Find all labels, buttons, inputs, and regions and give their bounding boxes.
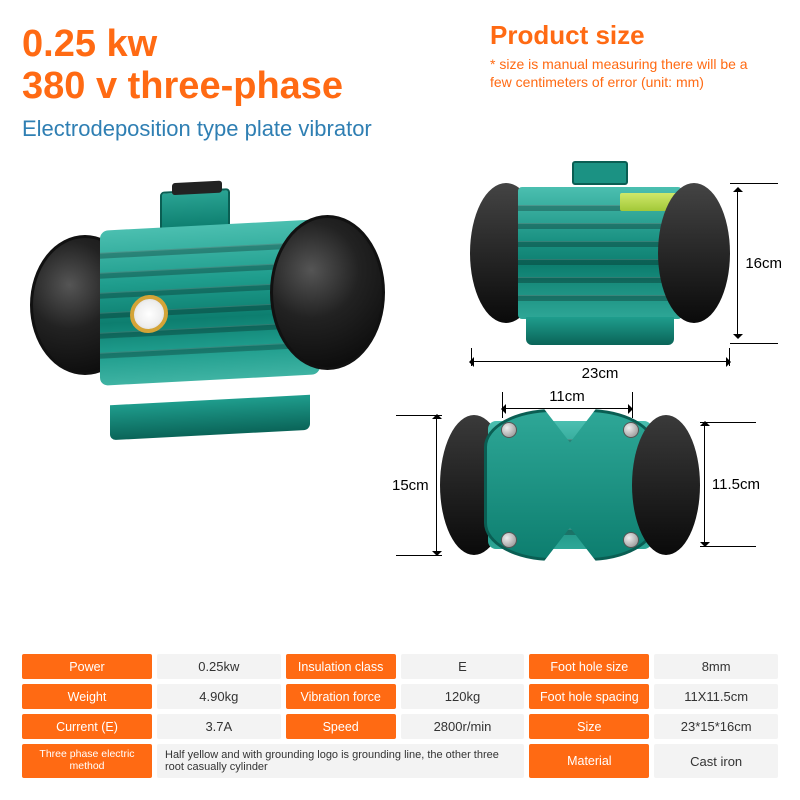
dimension-height: 16cm	[734, 183, 782, 343]
spec-header: Vibration force	[286, 684, 396, 709]
motor-base	[526, 317, 674, 345]
spec-header: Insulation class	[286, 654, 396, 679]
size-title: Product size	[490, 20, 770, 51]
dimension-width: 23cm	[470, 358, 730, 382]
spec-value: 11X11.5cm	[654, 684, 778, 709]
spec-header: Three phase electric method	[22, 744, 152, 778]
motor-base	[110, 395, 310, 440]
motor-illustration-side	[470, 175, 730, 350]
voltage-spec: 380 v three-phase	[22, 66, 372, 108]
spec-header: Power	[22, 654, 152, 679]
spec-header: Material	[529, 744, 649, 778]
spec-value: 23*15*16cm	[654, 714, 778, 739]
spec-value: 4.90kg	[157, 684, 281, 709]
spec-header: Current (E)	[22, 714, 152, 739]
spec-value: 0.25kw	[157, 654, 281, 679]
dimension-label: 16cm	[745, 255, 782, 272]
spec-value: 3.7A	[157, 714, 281, 739]
motor-endcap	[658, 183, 730, 323]
spec-header: Speed	[286, 714, 396, 739]
dimension-top-length: 15cm	[392, 415, 440, 555]
size-note: * size is manual measuring there will be…	[490, 55, 770, 91]
junction-box	[572, 161, 628, 185]
motor-illustration-top	[440, 405, 700, 565]
dimension-mount-width: 11cm	[502, 388, 632, 412]
dimension-top-depth: 11.5cm	[701, 422, 760, 546]
specs-table: Power 0.25kw Insulation class E Foot hol…	[22, 654, 778, 778]
spec-value: Half yellow and with grounding logo is g…	[157, 744, 524, 778]
spec-header: Size	[529, 714, 649, 739]
dimension-label: 15cm	[392, 477, 429, 494]
motor-endcap	[632, 415, 700, 555]
spec-value: 2800r/min	[401, 714, 525, 739]
bolt-icon	[623, 532, 639, 548]
dimension-label: 23cm	[582, 365, 619, 382]
spec-value: E	[401, 654, 525, 679]
bolt-icon	[501, 532, 517, 548]
spec-header: Weight	[22, 684, 152, 709]
power-spec: 0.25 kw	[22, 24, 372, 66]
product-subtitle: Electrodeposition type plate vibrator	[22, 116, 372, 142]
spec-value: Cast iron	[654, 744, 778, 778]
spec-header: Foot hole size	[529, 654, 649, 679]
spec-value: 8mm	[654, 654, 778, 679]
motor-endcap	[270, 215, 385, 370]
dimension-label: 11.5cm	[712, 476, 760, 493]
header-left: 0.25 kw 380 v three-phase Electrodeposit…	[22, 24, 372, 142]
bolt-icon	[501, 422, 517, 438]
spec-header: Foot hole spacing	[529, 684, 649, 709]
motor-illustration-perspective	[40, 200, 380, 430]
spec-value: 120kg	[401, 684, 525, 709]
size-info-box: Product size * size is manual measuring …	[490, 20, 770, 91]
bolt-icon	[623, 422, 639, 438]
dimension-label: 11cm	[549, 388, 585, 405]
